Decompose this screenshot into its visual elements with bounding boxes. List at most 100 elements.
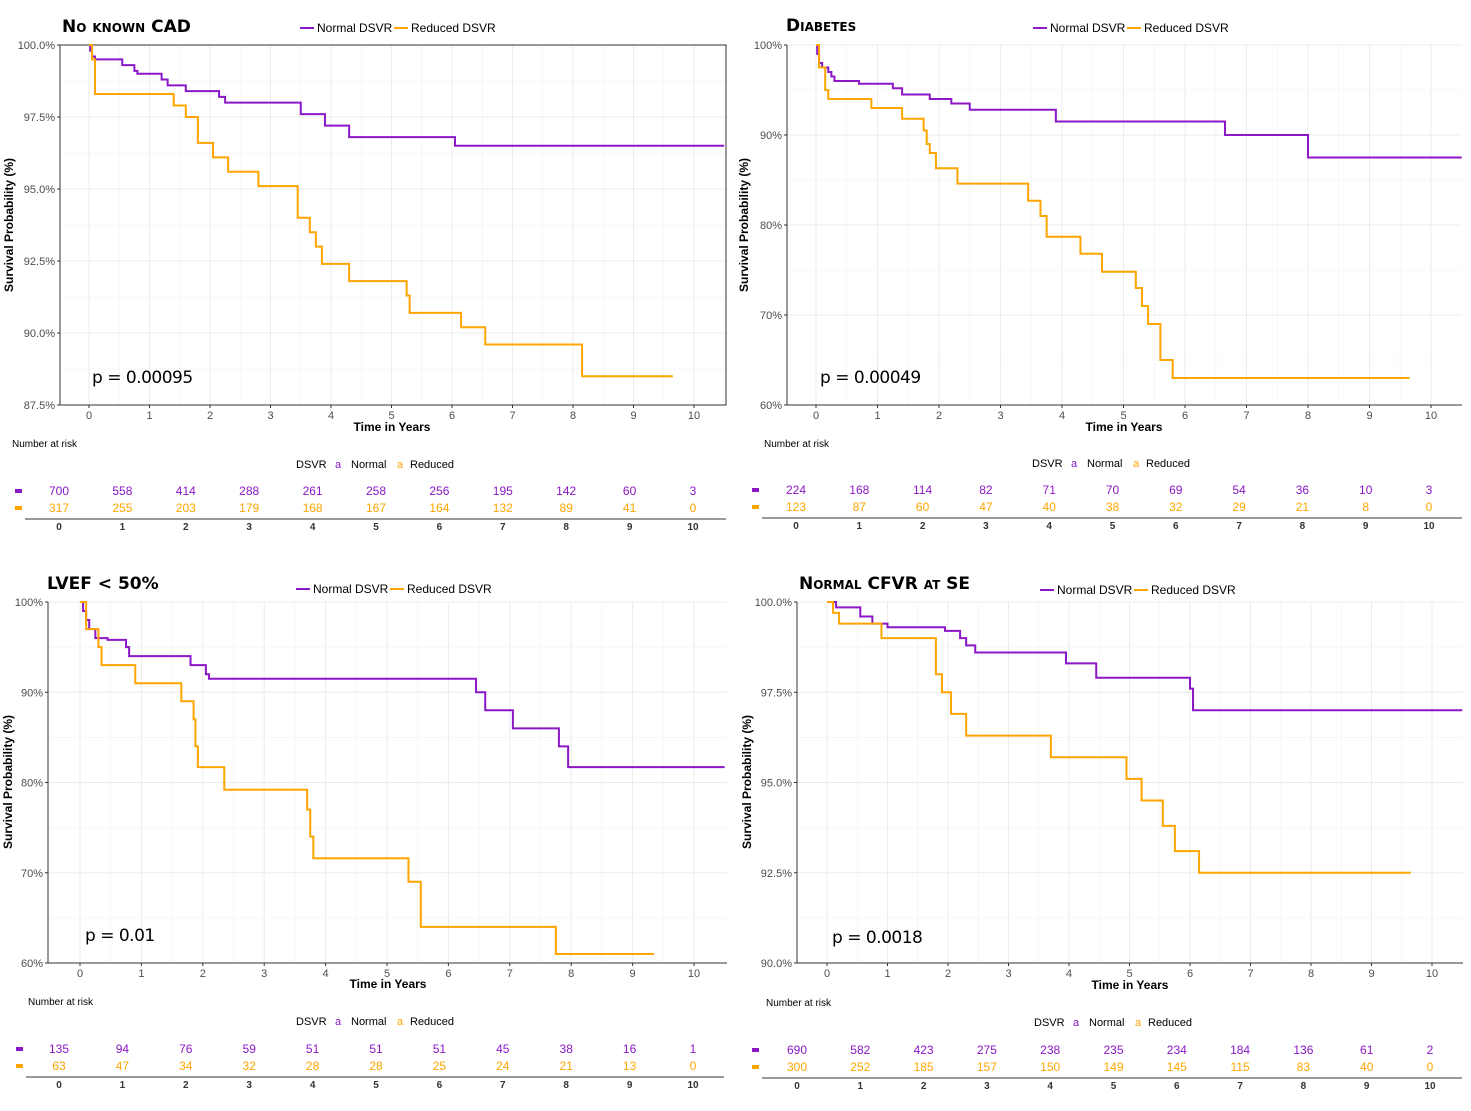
x-tick-label: 0 [813, 410, 819, 422]
risk-count-reduced: 63 [52, 1059, 66, 1073]
risk-count-normal: 94 [116, 1042, 130, 1056]
risk-x-tick-label: 8 [1300, 521, 1306, 532]
legend-label-normal: Normal DSVR [1057, 583, 1133, 597]
risk-count-reduced: 28 [306, 1059, 320, 1073]
risk-x-tick-label: 8 [563, 1080, 569, 1091]
risk-count-normal: 70 [1106, 483, 1120, 497]
x-tick-label: 9 [630, 968, 636, 980]
risk-count-normal: 1 [690, 1042, 697, 1056]
risk-count-reduced: 0 [690, 1059, 697, 1073]
risk-table-title: Number at risk [764, 439, 830, 450]
risk-count-normal: 2 [1427, 1043, 1434, 1057]
risk-row-marker-reduced [15, 506, 22, 510]
risk-x-tick-label: 2 [183, 1080, 189, 1091]
x-tick-label: 2 [936, 410, 942, 422]
chart-title: LVEF < 50% [47, 574, 159, 594]
survival-curve-reduced [80, 601, 655, 955]
risk-count-normal: 36 [1296, 483, 1310, 497]
risk-x-tick-label: 5 [1110, 521, 1116, 532]
risk-row-marker-normal [15, 489, 22, 493]
x-tick-label: 10 [1426, 968, 1438, 980]
survival-curve-normal [89, 44, 725, 147]
survival-curve-reduced [89, 44, 673, 378]
risk-x-tick-label: 10 [687, 1080, 699, 1091]
x-tick-label: 8 [570, 410, 576, 422]
y-tick-label: 60% [760, 400, 782, 412]
risk-count-reduced: 60 [916, 500, 930, 514]
risk-count-normal: 71 [1043, 483, 1057, 497]
y-tick-label: 92.5% [24, 256, 55, 268]
risk-count-reduced: 317 [49, 501, 69, 515]
risk-count-normal: 195 [493, 484, 513, 498]
risk-count-normal: 3 [690, 484, 697, 498]
risk-count-reduced: 21 [560, 1059, 574, 1073]
risk-x-tick-label: 0 [794, 1081, 800, 1092]
chart-title: Normal CFVR at SE [799, 574, 970, 594]
risk-count-normal: 690 [787, 1043, 807, 1057]
risk-row-marker-reduced [16, 1064, 23, 1068]
risk-count-normal: 558 [112, 484, 132, 498]
y-tick-label: 95.0% [24, 184, 55, 196]
risk-count-normal: 54 [1232, 483, 1246, 497]
risk-count-normal: 288 [239, 484, 259, 498]
risk-count-normal: 235 [1103, 1043, 1123, 1057]
x-tick-label: 5 [1126, 968, 1132, 980]
risk-count-normal: 51 [369, 1042, 383, 1056]
legend: Normal DSVR Reduced DSVR [1040, 583, 1236, 597]
x-tick-label: 2 [200, 968, 206, 980]
risk-count-reduced: 89 [560, 501, 574, 515]
x-axis-label: Time in Years [354, 420, 431, 434]
risk-legend-label-normal: Normal [1087, 458, 1122, 470]
risk-count-reduced: 21 [1296, 500, 1310, 514]
y-tick-label: 70% [760, 310, 782, 322]
risk-count-reduced: 168 [303, 501, 323, 515]
y-axis-label: Survival Probability (%) [1, 715, 15, 849]
risk-legend-glyph-normal: a [335, 459, 342, 471]
x-tick-label: 1 [146, 410, 152, 422]
risk-count-normal: 256 [429, 484, 449, 498]
x-tick-label: 7 [507, 968, 513, 980]
risk-legend-glyph-normal: a [1073, 1017, 1080, 1029]
risk-count-normal: 51 [306, 1042, 320, 1056]
risk-x-tick-label: 5 [373, 1080, 379, 1091]
risk-legend-title: DSVR [1032, 458, 1063, 470]
y-tick-label: 95.0% [761, 778, 792, 790]
risk-count-normal: 184 [1230, 1043, 1250, 1057]
risk-count-reduced: 41 [623, 501, 637, 515]
risk-x-tick-label: 0 [56, 522, 62, 533]
risk-legend-label-reduced: Reduced [1146, 458, 1190, 470]
risk-count-reduced: 8 [1362, 500, 1369, 514]
risk-count-reduced: 29 [1232, 500, 1246, 514]
risk-x-tick-label: 7 [500, 522, 506, 533]
risk-count-reduced: 252 [850, 1060, 870, 1074]
x-tick-label: 4 [1059, 410, 1065, 422]
grid-lines [787, 44, 1462, 406]
risk-count-normal: 59 [243, 1042, 257, 1056]
y-tick-label: 90.0% [24, 328, 55, 340]
x-tick-label: 7 [1243, 410, 1249, 422]
risk-count-reduced: 25 [433, 1059, 447, 1073]
risk-legend-title: DSVR [1034, 1017, 1065, 1029]
risk-x-tick-label: 9 [1363, 521, 1369, 532]
risk-x-tick-label: 1 [120, 1080, 126, 1091]
risk-count-reduced: 145 [1167, 1060, 1187, 1074]
risk-x-tick-label: 1 [858, 1081, 864, 1092]
risk-row-marker-reduced [752, 505, 759, 509]
risk-x-tick-label: 8 [563, 522, 569, 533]
x-tick-label: 9 [630, 410, 636, 422]
x-tick-label: 4 [328, 410, 334, 422]
y-tick-label: 92.5% [761, 868, 792, 880]
risk-row-marker-normal [752, 488, 759, 492]
risk-x-tick-label: 4 [310, 522, 316, 533]
x-tick-label: 3 [1005, 968, 1011, 980]
legend: Normal DSVR Reduced DSVR [296, 582, 492, 596]
risk-count-normal: 38 [560, 1042, 574, 1056]
risk-count-reduced: 34 [179, 1059, 193, 1073]
risk-x-tick-label: 5 [373, 522, 379, 533]
risk-x-tick-label: 0 [793, 521, 799, 532]
risk-x-tick-label: 9 [1364, 1081, 1370, 1092]
risk-count-normal: 582 [850, 1043, 870, 1057]
risk-x-tick-label: 2 [920, 521, 926, 532]
